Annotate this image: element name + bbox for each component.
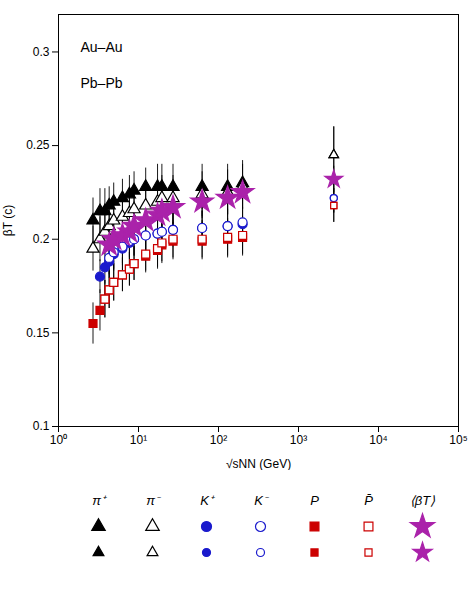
svg-text:10⁴: 10⁴ (369, 433, 388, 447)
svg-text:P: P (310, 493, 319, 508)
svg-text:π⁺: π⁺ (92, 493, 107, 508)
svg-text:10⁵: 10⁵ (449, 433, 467, 447)
svg-text:0.3: 0.3 (33, 45, 50, 59)
svg-text:⟨βT⟩: ⟨βT⟩ (410, 493, 435, 508)
svg-text:√sNN (GeV): √sNN (GeV) (226, 457, 291, 471)
svg-text:K⁺: K⁺ (200, 493, 215, 508)
svg-text:βT (c): βT (c) (1, 205, 15, 236)
svg-text:π⁻: π⁻ (146, 493, 161, 508)
svg-text:0.1: 0.1 (33, 419, 50, 433)
svg-text:0.2: 0.2 (33, 232, 50, 246)
svg-text:10³: 10³ (290, 433, 307, 447)
svg-text:10⁰: 10⁰ (50, 433, 67, 447)
svg-text:10¹: 10¹ (130, 433, 147, 447)
svg-text:0.15: 0.15 (26, 326, 50, 340)
svg-text:P̄: P̄ (364, 493, 373, 508)
svg-text:Pb–Pb: Pb–Pb (81, 75, 123, 91)
svg-text:10²: 10² (210, 433, 227, 447)
svg-text:K⁻: K⁻ (254, 493, 269, 508)
svg-text:0.25: 0.25 (26, 138, 50, 152)
svg-text:Au–Au: Au–Au (81, 39, 123, 55)
